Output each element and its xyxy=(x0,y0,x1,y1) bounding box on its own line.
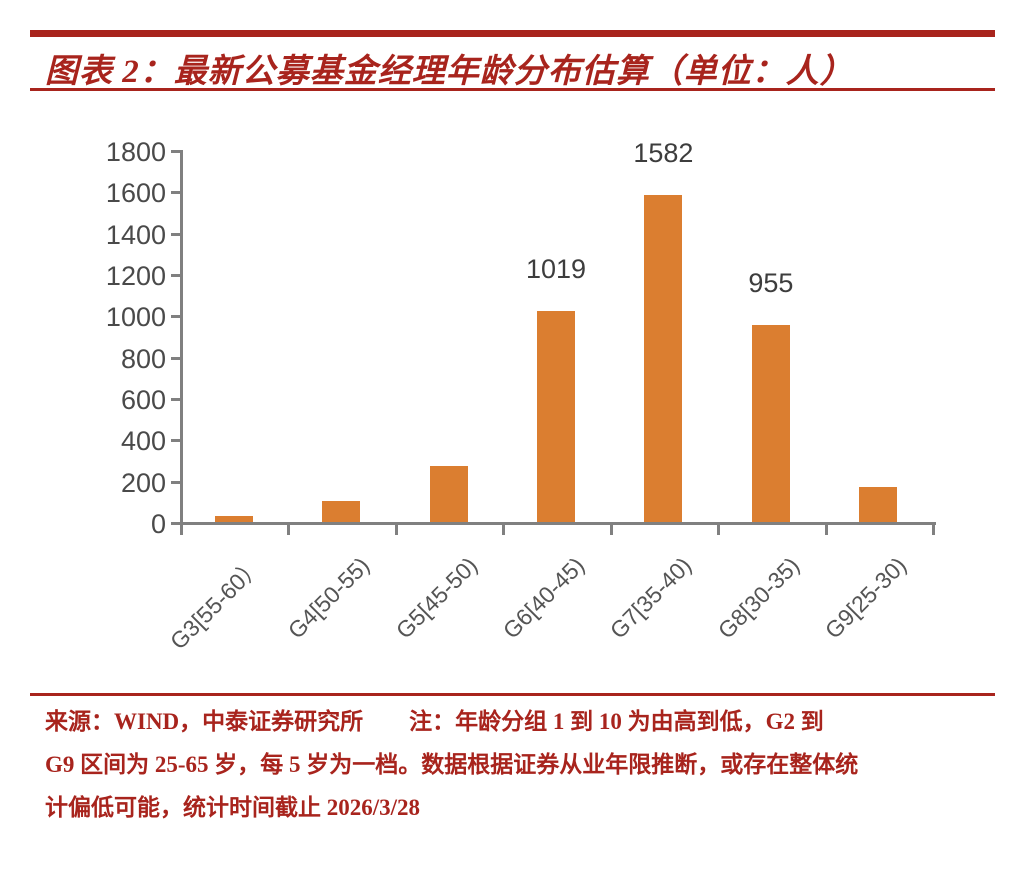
y-axis-tick-label: 800 xyxy=(120,343,166,374)
y-axis-tick-label: 600 xyxy=(120,385,166,415)
source-note-line: 来源：WIND，中泰证券研究所 注：年龄分组 1 到 10 为由高到低，G2 到 xyxy=(45,709,824,734)
x-axis-tick xyxy=(932,525,935,535)
x-axis-tick xyxy=(287,525,291,535)
y-axis-tick-label: 1800 xyxy=(105,137,166,167)
y-axis-tick-label: 1200 xyxy=(105,261,166,291)
x-axis-tick xyxy=(717,525,721,535)
figure-title: 图表 2：最新公募基金经理年龄分布估算（单位：人） xyxy=(45,54,854,90)
bar xyxy=(644,195,683,522)
bar xyxy=(751,324,790,522)
y-axis-tick xyxy=(171,480,180,484)
bar-value-label: 1019 xyxy=(525,254,587,285)
y-axis-tick xyxy=(171,191,180,195)
y-axis-tick xyxy=(171,274,180,277)
bar xyxy=(859,486,898,522)
source-note: 来源：WIND，中泰证券研究所 注：年龄分组 1 到 10 为由高到低，G2 到… xyxy=(45,700,995,829)
bar xyxy=(322,501,361,522)
title-underline xyxy=(30,88,995,91)
y-axis-tick xyxy=(171,315,180,319)
x-axis-line xyxy=(180,522,936,525)
source-note-line: 计偏低可能，统计时间截止 2026/3/28 xyxy=(45,795,421,820)
bar xyxy=(537,311,575,522)
y-axis-tick-label: 1000 xyxy=(105,302,166,333)
y-axis-tick xyxy=(171,439,180,443)
bar-chart: 0 200 400 600 800 1000 1200 1400 1600 1800 G3[55-6… xyxy=(105,137,936,654)
y-axis-tick-label: 200 xyxy=(120,467,166,498)
bar xyxy=(214,515,253,522)
bar-value-label: 955 xyxy=(748,267,794,298)
x-axis-tick xyxy=(394,525,398,535)
x-axis-tick xyxy=(502,525,506,535)
y-axis-tick-label: 1600 xyxy=(105,178,166,209)
y-axis-tick-label: 0 xyxy=(150,509,166,539)
source-note-line: G9 区间为 25-65 岁，每 5 岁为一档。数据根据证券从业年限推断，或存在… xyxy=(45,752,859,777)
x-axis-tick xyxy=(824,525,828,535)
footer-divider-line xyxy=(30,693,995,696)
y-axis-tick xyxy=(171,398,180,401)
x-axis-tick xyxy=(180,525,183,535)
y-axis-tick xyxy=(171,356,180,360)
bar xyxy=(429,466,468,522)
y-axis-tick xyxy=(171,522,180,525)
y-axis-tick xyxy=(171,150,180,153)
x-axis-tick xyxy=(609,525,613,535)
y-axis-tick-label: 1400 xyxy=(105,219,166,250)
bar-value-label: 1582 xyxy=(633,138,694,169)
top-border-line xyxy=(30,30,995,37)
y-axis-tick-label: 400 xyxy=(120,426,166,457)
y-axis-tick xyxy=(171,232,180,236)
y-axis-line xyxy=(180,150,183,522)
